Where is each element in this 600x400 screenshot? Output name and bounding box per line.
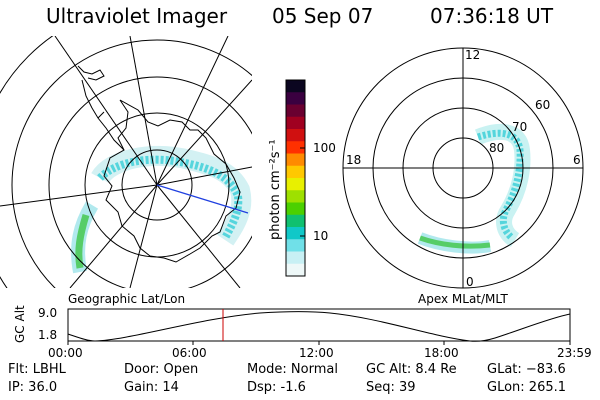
mlt-label-12: 12	[465, 48, 480, 62]
geographic-caption: Geographic Lat/Lon	[68, 292, 185, 306]
coastline-peninsula	[81, 79, 125, 151]
colorbar-segment	[286, 129, 305, 142]
info-glat: GLat: −83.6	[487, 362, 566, 377]
timeline-x-tick-2: 12:00	[299, 346, 334, 360]
time-label: 07:36:18 UT	[430, 4, 554, 28]
mlt-label-0: 0	[466, 275, 474, 289]
lat-label-80: 80	[489, 141, 504, 155]
colorbar-segment	[286, 190, 305, 203]
colorbar-segment	[286, 214, 305, 228]
timeline-x-tick-4: 23:59	[557, 346, 592, 360]
polar-plot: 12 18 6 0 60 70 80	[342, 47, 584, 289]
info-mode: Mode: Normal	[247, 362, 338, 377]
timeline-x-ticks	[67, 341, 571, 345]
timeline-x-tick-3: 18:00	[424, 346, 459, 360]
colorbar-segment	[286, 263, 305, 277]
info-dsp: Dsp: -1.6	[247, 380, 306, 395]
colorbar-segment	[286, 80, 305, 93]
magnetic-caption: Apex MLat/MLT	[418, 292, 508, 306]
info-gc-alt: GC Alt: 8.4 Re	[366, 362, 457, 377]
colorbar-segment	[286, 165, 305, 179]
colorbar-unit-label: photon cm⁻²s⁻¹	[268, 139, 283, 240]
date-label: 05 Sep 07	[272, 4, 374, 28]
colorbar-segment	[286, 251, 305, 265]
geographic-map	[0, 36, 252, 288]
info-ip: IP: 36.0	[8, 380, 58, 395]
colorbar	[285, 79, 306, 277]
colorbar-segment	[286, 116, 305, 130]
aurora-oval-geographic	[71, 146, 252, 274]
colorbar-segment	[286, 92, 305, 105]
info-filter: Flt: LBHL	[8, 362, 66, 377]
colorbar-tick-100: 100	[313, 141, 336, 155]
colorbar-segment	[286, 104, 305, 118]
aurora-oval-magnetic	[417, 123, 531, 254]
colorbar-segment	[286, 141, 305, 154]
info-seq: Seq: 39	[366, 380, 416, 395]
meridian-lines	[0, 36, 252, 288]
instrument-title: Ultraviolet Imager	[46, 4, 228, 28]
info-door: Door: Open	[124, 362, 199, 377]
colorbar-segment	[286, 178, 305, 191]
satellite-track	[156, 184, 249, 214]
colorbar-segment	[286, 202, 305, 216]
info-gain: Gain: 14	[124, 380, 179, 395]
coastline-antarctica	[103, 99, 241, 263]
altitude-timeline: 9.0 1.8 00:00 06:00 12:00 18:00 23:59 GC…	[13, 305, 592, 360]
info-glon: GLon: 265.1	[487, 380, 567, 395]
timeline-y-tick-high: 9.0	[38, 306, 57, 320]
coastline-southamerica	[77, 65, 105, 81]
mlt-label-6: 6	[573, 153, 581, 167]
timeline-x-tick-1: 06:00	[172, 346, 207, 360]
colorbar-tick-10: 10	[313, 229, 328, 243]
lat-label-70: 70	[512, 120, 527, 134]
colorbar-segment	[286, 153, 305, 167]
colorbar-segment	[286, 227, 305, 240]
timeline-y-label: GC Alt	[13, 305, 27, 343]
colorbar-ticks	[300, 147, 305, 237]
colorbar-segment	[286, 239, 305, 252]
mlt-label-18: 18	[346, 153, 361, 167]
lat-label-60: 60	[535, 98, 550, 112]
colorbar-frame	[285, 79, 306, 277]
timeline-x-tick-0: 00:00	[48, 346, 83, 360]
timeline-y-tick-low: 1.8	[38, 328, 57, 342]
altitude-curve	[67, 311, 571, 342]
polar-axes	[343, 48, 583, 288]
